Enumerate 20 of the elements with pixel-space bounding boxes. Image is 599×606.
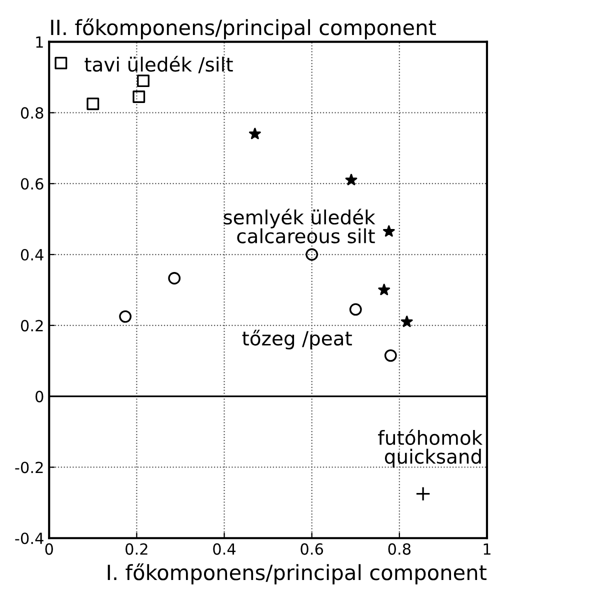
series-label: tőzeg /peat <box>242 330 352 350</box>
x-tick-label: 0.8 <box>388 543 411 555</box>
x-tick-label: 0 <box>45 543 53 555</box>
y-tick-label: 1 <box>36 36 43 48</box>
y-tick-label: -0.4 <box>15 532 44 544</box>
y-tick-label: 0 <box>36 390 44 402</box>
x-tick-label: 0.6 <box>300 543 324 555</box>
y-tick-label: 0.2 <box>20 320 43 332</box>
y-tick-label: 0.8 <box>20 107 44 119</box>
y-tick-label: 0.6 <box>20 178 44 190</box>
y-axis-title: II. főkomponens/principal component <box>51 18 436 40</box>
x-axis-title: I. főkomponens/principal component <box>108 563 486 584</box>
y-tick-label: -0.2 <box>15 462 43 474</box>
text: futóhomok quicksand <box>378 429 483 468</box>
y-tick-label: 0.4 <box>20 248 44 261</box>
x-tick-label: 0.2 <box>126 543 148 555</box>
x-tick-label: 1 <box>484 543 490 555</box>
x-tick-label: 0.4 <box>213 543 236 555</box>
series-label: tavi üledék /silt <box>84 56 233 74</box>
series-label: semlyék üledék calcareous silt <box>224 208 376 244</box>
